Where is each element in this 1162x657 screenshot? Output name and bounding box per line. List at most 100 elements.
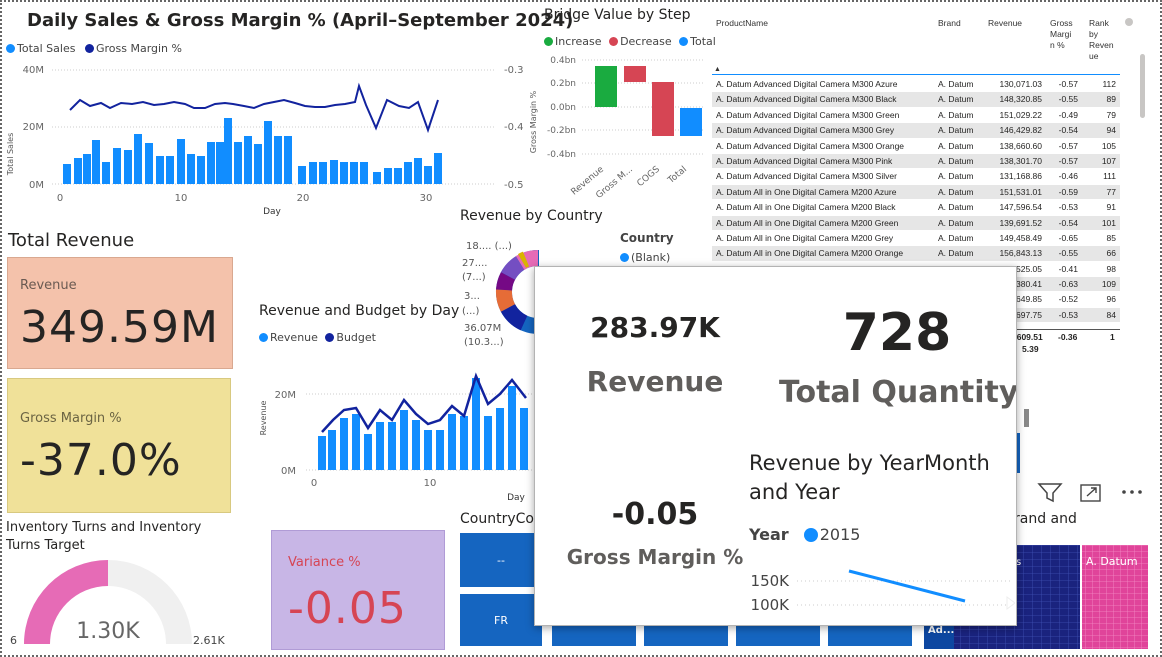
table-row[interactable]: A. Datum Advanced Digital Camera M300 Bl…: [712, 92, 1120, 108]
bar[interactable]: [472, 378, 480, 470]
bar[interactable]: [384, 168, 392, 184]
variance-card[interactable]: Variance % -0.05: [271, 530, 445, 650]
bar[interactable]: [434, 153, 442, 184]
budget-line[interactable]: [321, 372, 527, 433]
table-row[interactable]: A. Datum Advanced Digital Camera M300 Si…: [712, 169, 1120, 185]
legend-revenue[interactable]: Revenue: [270, 331, 318, 344]
bar[interactable]: [424, 166, 432, 184]
inventory-gauge[interactable]: 1.30K 6 2.61K: [4, 556, 264, 651]
bar[interactable]: [74, 158, 82, 184]
bar[interactable]: [414, 158, 422, 184]
bar[interactable]: [388, 422, 396, 470]
donut-slice[interactable]: [495, 289, 516, 312]
bridge-chart[interactable]: Gross Margin % 0.4bn 0.2bn 0.0bn -0.2bn …: [524, 52, 710, 202]
legend-gross-margin[interactable]: Gross Margin %: [95, 42, 182, 55]
treemap-block[interactable]: [1082, 545, 1148, 649]
bar[interactable]: [216, 142, 224, 184]
bar[interactable]: [187, 154, 195, 184]
bar[interactable]: [400, 410, 408, 470]
bar[interactable]: [145, 143, 153, 184]
table-row[interactable]: A. Datum All in One Digital Camera M200 …: [712, 184, 1120, 201]
gross-margin-line[interactable]: [69, 82, 439, 134]
bridge-bar-revenue[interactable]: [595, 66, 617, 107]
bar[interactable]: [264, 121, 272, 184]
donut-slice[interactable]: [500, 303, 528, 331]
sales-chart[interactable]: Total Sales 40M 20M 0M -0.3 -0.4 -0.5: [4, 58, 534, 218]
col-header-revenue[interactable]: Revenue: [988, 18, 1023, 28]
table-row[interactable]: A. Datum Advanced Digital Camera M300 Or…: [712, 139, 1120, 154]
donut-slice[interactable]: [517, 251, 530, 268]
bar[interactable]: [460, 416, 468, 470]
bar[interactable]: [83, 154, 91, 184]
bar[interactable]: [330, 160, 338, 184]
country-tile-blank[interactable]: --: [460, 533, 542, 587]
bar[interactable]: [340, 418, 348, 470]
col-header-product[interactable]: ProductName: [716, 18, 768, 28]
bar[interactable]: [309, 162, 317, 184]
legend-total[interactable]: Total: [690, 35, 716, 48]
legend-budget[interactable]: Budget: [336, 331, 376, 344]
bar[interactable]: [484, 416, 492, 470]
sort-arrow-icon[interactable]: ▲: [714, 66, 721, 73]
bar[interactable]: [424, 430, 432, 470]
bar[interactable]: [360, 162, 368, 184]
donut-slice[interactable]: [500, 256, 525, 281]
year-legend-item[interactable]: 2015: [819, 525, 861, 544]
country-tile-fr[interactable]: FR: [460, 594, 542, 646]
filter-icon[interactable]: [1037, 483, 1063, 503]
table-row[interactable]: A. Datum Advanced Digital Camera M300 Gr…: [712, 123, 1120, 139]
table-row[interactable]: A. Datum All in One Digital Camera M200 …: [712, 231, 1120, 247]
table-row[interactable]: A. Datum All in One Digital Camera M200 …: [712, 246, 1120, 262]
bar[interactable]: [448, 414, 456, 470]
legend-total-sales[interactable]: Total Sales: [17, 42, 76, 55]
bridge-bar-gross-margin[interactable]: [624, 66, 646, 82]
bar[interactable]: [376, 422, 384, 470]
bar[interactable]: [124, 150, 132, 184]
bar[interactable]: [364, 434, 372, 470]
bar[interactable]: [373, 172, 381, 184]
bar[interactable]: [352, 414, 360, 470]
revenue-country-donut[interactable]: [494, 244, 539, 344]
bar[interactable]: [234, 142, 242, 184]
bar[interactable]: [156, 156, 164, 184]
bar[interactable]: [63, 164, 71, 184]
bar[interactable]: [92, 140, 100, 184]
chevron-right-icon[interactable]: [1006, 596, 1015, 610]
revenue-line[interactable]: [848, 569, 966, 603]
bar[interactable]: [412, 420, 420, 470]
popup-yearmonth-chart[interactable]: 150K 100K: [745, 557, 1015, 617]
table-row[interactable]: A. Datum Advanced Digital Camera M300 Az…: [712, 77, 1120, 93]
bar[interactable]: [207, 142, 215, 184]
bar[interactable]: [298, 166, 306, 184]
bar[interactable]: [134, 134, 142, 184]
bar[interactable]: [274, 136, 282, 184]
bar[interactable]: [197, 156, 205, 184]
bar[interactable]: [508, 386, 516, 470]
bar[interactable]: [319, 162, 327, 184]
bar[interactable]: [244, 136, 252, 184]
bridge-bar-total[interactable]: [680, 108, 702, 136]
revenue-card[interactable]: Revenue 349.59M: [7, 257, 233, 369]
bar[interactable]: [436, 430, 444, 470]
bar[interactable]: [113, 148, 121, 184]
donut-slice[interactable]: [496, 272, 516, 291]
bar[interactable]: [520, 408, 528, 470]
donut-slice[interactable]: [515, 250, 539, 271]
legend-increase[interactable]: Increase: [555, 35, 602, 48]
legend-decrease[interactable]: Decrease: [620, 35, 672, 48]
more-options-icon[interactable]: [1122, 490, 1142, 494]
bar[interactable]: [340, 162, 348, 184]
bar[interactable]: [404, 162, 412, 184]
bar[interactable]: [350, 162, 358, 184]
bar[interactable]: [328, 430, 336, 470]
bar[interactable]: [284, 136, 292, 184]
table-scrollbar[interactable]: [1140, 54, 1145, 118]
gross-margin-card[interactable]: Gross Margin % -37.0%: [7, 378, 231, 513]
col-header-gross-margin[interactable]: Gross Margi n %: [1050, 18, 1073, 51]
budget-chart[interactable]: Revenue 20M 0M 0 10 Day: [256, 350, 536, 505]
bar[interactable]: [254, 144, 262, 184]
col-header-brand[interactable]: Brand: [938, 18, 961, 28]
scroll-handle-icon[interactable]: [1125, 18, 1133, 26]
table-row[interactable]: A. Datum Advanced Digital Camera M300 Gr…: [712, 108, 1120, 124]
table-row[interactable]: A. Datum All in One Digital Camera M200 …: [712, 215, 1120, 231]
